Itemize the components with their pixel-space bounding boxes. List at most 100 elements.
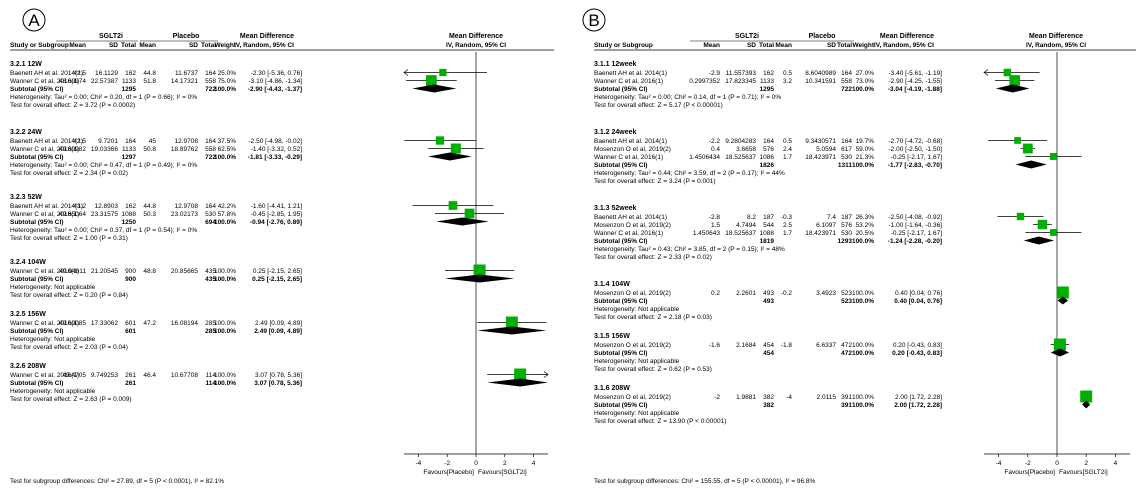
- study-estimate-square: [439, 68, 447, 77]
- study-mean1: 0.2997352: [689, 78, 720, 85]
- study-sd2: 20.85665: [171, 268, 198, 275]
- x-tick-label: 2: [503, 460, 507, 467]
- study-n2: 285: [205, 320, 216, 327]
- study-sd1: 4.7494: [736, 222, 756, 229]
- study-sd2: 12.9708: [175, 138, 199, 145]
- panel-label-circle: [582, 8, 606, 32]
- header-plot-sub: IV, Random, 95% CI: [446, 42, 506, 49]
- subtotal-diamond: [995, 84, 1030, 93]
- subtotal-diamond: [1050, 348, 1070, 357]
- study-mean1: 1.450643: [693, 230, 720, 237]
- subtotal-label: Subtotal (95% CI): [594, 402, 647, 409]
- subtotal-ci: -0.94 [-2.76, 0.89]: [250, 219, 302, 226]
- study-name: Mosenzon O et al, 2019(2): [594, 222, 671, 229]
- header-mean2: Mean: [139, 42, 156, 49]
- header-group2: Placebo: [809, 33, 836, 40]
- study-estimate-square: [448, 201, 458, 210]
- study-sd1: 12.8903: [95, 203, 119, 210]
- study-estimate-square: [1056, 286, 1069, 299]
- study-ci: -2.70 [-4.72, -0.68]: [889, 138, 943, 145]
- study-name: Wanner C et al, 2016(1): [594, 154, 663, 161]
- overall-effect-text: Test for overall effect: Z = 1.00 (P = 0…: [10, 235, 128, 242]
- study-ci: -3.10 [-4.86, -1.34]: [249, 78, 303, 85]
- study-mean2: 1.7: [783, 154, 792, 161]
- study-weight: 100.0%: [214, 372, 236, 379]
- favours-right-label: Favours[SGLT2i]: [1059, 469, 1108, 476]
- subtotal-label: Subtotal (95% CI): [10, 219, 63, 226]
- study-weight: 100.0%: [214, 268, 236, 275]
- heterogeneity-text: Heterogeneity: Not applicable: [594, 358, 680, 365]
- study-n2: 391: [841, 394, 852, 401]
- x-tick-label: 4: [1114, 460, 1118, 467]
- study-n1: 162: [125, 70, 136, 77]
- study-sd2: 18.89762: [171, 146, 198, 153]
- header-total1: Total: [759, 42, 774, 49]
- study-n1: 544: [763, 222, 774, 229]
- study-name: Wanner C et al, 2016(1): [10, 320, 79, 327]
- study-mean1: 49.4705: [63, 372, 87, 379]
- header-group2: Placebo: [173, 33, 200, 40]
- overall-effect-text: Test for overall effect: Z = 5.17 (P < 0…: [594, 102, 723, 109]
- study-weight: 21.3%: [856, 154, 875, 161]
- study-ci: -0.25 [-2.17, 1.67]: [891, 154, 943, 161]
- study-weight: 20.5%: [856, 230, 875, 237]
- subtotal-n2: 722: [205, 86, 216, 93]
- panel-label: B: [588, 11, 599, 30]
- subtotal-n1: 261: [125, 380, 136, 387]
- study-name: Mosenzon O et al, 2019(2): [594, 146, 671, 153]
- study-sd2: 10.341591: [805, 78, 836, 85]
- subtotal-n1: 900: [125, 276, 136, 283]
- study-ci: -2.30 [-5.36, 0.76]: [251, 70, 303, 77]
- overall-effect-text: Test for overall effect: Z = 0.62 (P = 0…: [594, 366, 712, 373]
- subtotal-label: Subtotal (95% CI): [594, 86, 647, 93]
- study-name: Wanner C et al, 2016(1): [594, 78, 663, 85]
- study-n1: 900: [125, 268, 136, 275]
- study-estimate-square: [1003, 68, 1012, 77]
- study-sd1: 2.2601: [736, 290, 756, 297]
- study-n1: 601: [125, 320, 136, 327]
- study-estimate-square: [450, 143, 461, 154]
- favours-right-label: Favours[SGLT2i]: [478, 469, 527, 476]
- study-mean1: -2.2: [709, 138, 721, 145]
- subtotal-ci: -3.04 [-4.19, -1.88]: [888, 86, 942, 93]
- header-sd1: SD: [109, 42, 118, 49]
- study-n1: 162: [125, 203, 136, 210]
- study-sd2: 11.6737: [175, 70, 198, 77]
- subgroup-title: 3.2.1 12W: [10, 61, 42, 68]
- study-n2: 576: [841, 222, 852, 229]
- header-mean1: Mean: [69, 42, 86, 49]
- subgroup-title: 3.1.6 208W: [594, 385, 630, 392]
- study-weight: 100.0%: [852, 342, 874, 349]
- subtotal-ci: 3.07 [0.78, 5.36]: [254, 380, 302, 387]
- study-n2: 164: [205, 70, 216, 77]
- study-weight: 75.0%: [218, 78, 237, 85]
- study-mean2: 1.7: [783, 230, 792, 237]
- subtotal-n1: 1295: [760, 86, 775, 93]
- study-sd2: 10.67708: [171, 372, 198, 379]
- study-name: Baenett AH et al. 2014(1): [594, 138, 667, 145]
- study-ci: -1.40 [-3.32, 0.52]: [251, 146, 303, 153]
- subtotal-diamond: [1023, 236, 1055, 245]
- study-n1: 1133: [760, 78, 774, 85]
- subtotal-weight: 100.0%: [852, 238, 874, 245]
- subtotal-n1: 1297: [122, 154, 137, 161]
- study-ci: -3.40 [-5.61, -1.19]: [889, 70, 943, 77]
- header-total1: Total: [121, 42, 136, 49]
- study-estimate-square: [464, 208, 475, 219]
- subgroup-title: 3.1.5 156W: [594, 333, 630, 340]
- study-name: Wanner C et al, 2016(1): [10, 211, 79, 218]
- study-weight: 25.0%: [218, 70, 237, 77]
- subtotal-n2: 472: [841, 350, 852, 357]
- study-weight: 59.0%: [856, 146, 875, 153]
- subtotal-label: Subtotal (95% CI): [594, 350, 647, 357]
- study-mean1: 49.39982: [59, 146, 86, 153]
- subgroup-title: 3.1.4 104W: [594, 281, 630, 288]
- subtotal-diamond: [1057, 296, 1069, 305]
- subtotal-n2: 523: [841, 298, 852, 305]
- overall-effect-text: Test for overall effect: Z = 3.72 (P = 0…: [10, 102, 135, 109]
- study-mean2: 50.8: [143, 146, 156, 153]
- header-md: Mean Difference: [240, 33, 294, 40]
- study-estimate-square: [435, 136, 445, 145]
- header-weight: Weight: [852, 42, 874, 49]
- study-mean2: -4: [786, 394, 792, 401]
